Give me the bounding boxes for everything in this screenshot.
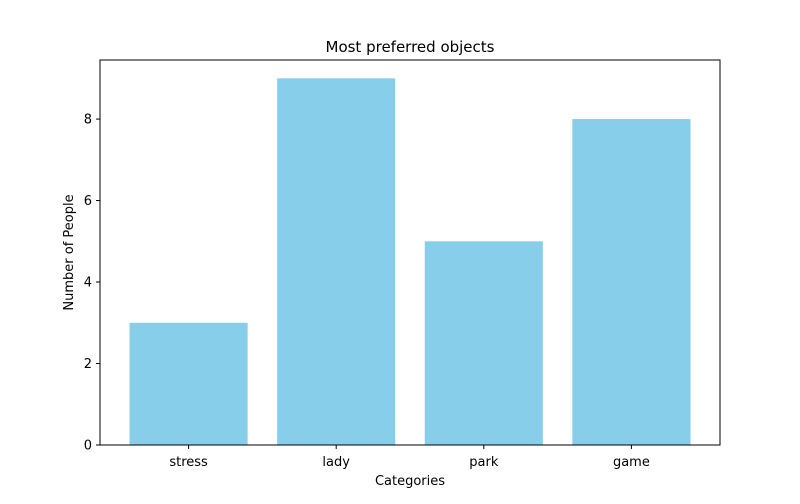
bars-layer	[129, 78, 691, 445]
bar-game	[572, 119, 691, 445]
y-tick-label: 0	[84, 439, 92, 454]
x-axis-title: Categories	[375, 474, 445, 489]
x-tick-label: lady	[322, 455, 350, 470]
y-tick-label: 6	[84, 194, 92, 209]
y-tick-label: 2	[84, 357, 92, 372]
y-axis: 0 2 4 6 8	[84, 113, 100, 454]
y-tick-label: 8	[84, 113, 92, 128]
bar-stress	[129, 322, 248, 445]
x-axis: stress lady park game	[169, 445, 650, 470]
bar-park	[424, 241, 543, 445]
plot-frame	[99, 59, 721, 446]
bar-lady	[277, 78, 396, 445]
y-axis-title: Number of People	[62, 194, 77, 310]
x-tick-label: game	[613, 455, 650, 470]
x-tick-label: stress	[169, 455, 208, 470]
chart-title: Most preferred objects	[326, 38, 495, 56]
y-tick-label: 4	[84, 276, 92, 291]
x-tick-label: park	[469, 455, 499, 470]
